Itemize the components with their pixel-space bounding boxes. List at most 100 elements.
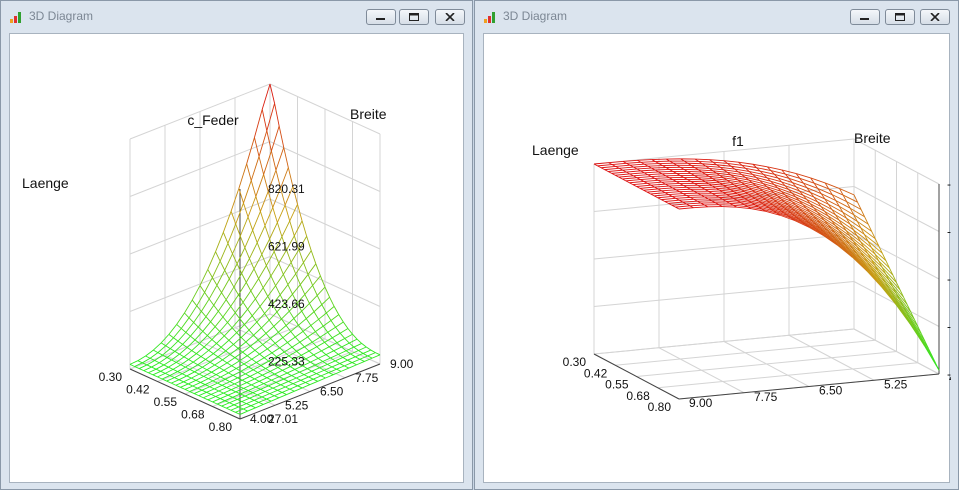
surface-mesh-line	[633, 174, 648, 177]
surface-mesh-line	[773, 204, 788, 212]
surface-mesh-line	[285, 359, 294, 364]
surface-mesh-line	[816, 211, 832, 222]
surface-mesh-line	[155, 368, 161, 372]
surface-mesh-line	[755, 185, 771, 191]
surface-mesh-line	[244, 229, 254, 248]
surface-mesh-line	[839, 188, 855, 196]
surface-mesh-line	[794, 210, 799, 215]
surface-mesh-line	[300, 379, 306, 383]
surface-mesh-line	[286, 249, 292, 263]
surface-mesh-line	[272, 387, 278, 391]
surface-mesh-line	[171, 359, 177, 363]
surface-mesh-line	[300, 354, 307, 360]
surface-mesh-line	[810, 177, 815, 184]
surface-mesh-line	[242, 351, 248, 357]
minimize-button[interactable]	[366, 9, 396, 25]
surface-mesh-line	[740, 195, 745, 199]
minimize-button[interactable]	[850, 9, 880, 25]
surface-mesh-line	[859, 251, 865, 258]
surface-mesh-line	[856, 253, 861, 259]
surface-mesh-line	[356, 361, 365, 366]
title-bar[interactable]: 3D Diagram	[1, 1, 472, 33]
surface-mesh-line	[171, 382, 177, 386]
surface-mesh-line	[251, 315, 258, 323]
maximize-button[interactable]	[885, 9, 915, 25]
surface-mesh-line	[655, 169, 670, 171]
surface-mesh-line	[853, 214, 858, 222]
surface-mesh-line	[650, 184, 655, 188]
surface-mesh-line	[189, 369, 195, 373]
surface-mesh-line	[247, 216, 254, 231]
surface-mesh-line	[262, 275, 272, 289]
surface-mesh-line	[168, 366, 174, 370]
surface-mesh-line	[221, 278, 230, 293]
surface-mesh-line	[668, 201, 683, 204]
surface-mesh-line	[704, 204, 709, 208]
title-bar[interactable]: 3D Diagram	[475, 1, 958, 33]
surface-mesh-line	[339, 363, 345, 367]
surface-mesh-line	[243, 202, 249, 218]
surface-mesh-line	[737, 193, 752, 197]
surface-mesh-line	[212, 401, 218, 405]
surface-mesh-line	[243, 408, 248, 412]
surface-mesh-line	[769, 202, 785, 209]
surface-mesh-line	[708, 190, 713, 194]
surface-mesh-line	[251, 353, 260, 360]
surface-mesh-line	[253, 254, 263, 270]
surface-mesh-line	[860, 227, 876, 240]
surface-mesh-line	[877, 281, 882, 287]
surface-mesh-line	[636, 184, 651, 187]
surface-mesh-line	[178, 379, 184, 383]
surface-mesh-line	[816, 211, 822, 217]
surface-mesh-line	[265, 333, 271, 339]
surface-mesh-line	[171, 379, 180, 384]
surface-mesh-line	[260, 385, 269, 390]
surface-mesh-line	[781, 169, 797, 175]
surface-mesh-line	[148, 368, 157, 374]
surface-mesh-line	[848, 249, 853, 255]
surface-mesh-line	[799, 190, 815, 198]
surface-mesh-line	[231, 385, 240, 391]
surface-mesh-line	[842, 212, 847, 219]
surface-mesh-line	[159, 357, 168, 364]
close-button[interactable]	[435, 9, 465, 25]
surface-mesh-line	[232, 253, 238, 265]
surface-mesh-line	[722, 191, 727, 195]
surface-mesh-line	[209, 386, 215, 390]
chart-icon	[484, 12, 495, 23]
surface-mesh-line	[831, 209, 836, 215]
x-tick-label: 0.68	[626, 389, 650, 403]
surface-mesh-line	[831, 220, 847, 231]
surface-mesh-line	[245, 268, 255, 283]
surface-mesh-line	[367, 352, 376, 357]
surface-mesh-line	[199, 343, 205, 348]
surface-mesh-line	[213, 353, 219, 358]
surface-mesh-line	[279, 294, 286, 304]
surface-mesh-line	[867, 240, 872, 248]
surface-mesh-line	[301, 310, 307, 319]
surface-mesh-line	[183, 350, 193, 358]
surface-mesh-line	[154, 354, 163, 361]
surface-mesh-line	[812, 221, 828, 232]
surface-mesh-line	[845, 245, 850, 251]
surface-mesh-line	[334, 357, 344, 362]
surface-mesh-line	[758, 194, 763, 199]
surface-mesh-line	[189, 391, 195, 394]
surface-mesh-line	[248, 329, 254, 336]
surface-mesh-line	[675, 188, 691, 191]
surface-mesh-line	[227, 223, 237, 244]
surface-mesh-line	[709, 168, 714, 172]
wall-grid-line	[269, 198, 381, 250]
close-button[interactable]	[920, 9, 950, 25]
surface-mesh-line	[254, 378, 260, 382]
surface-mesh-line	[190, 326, 199, 337]
surface-mesh-line	[823, 231, 828, 236]
surface-mesh-line	[145, 355, 151, 359]
surface-mesh-line	[211, 367, 220, 373]
maximize-button[interactable]	[399, 9, 429, 25]
surface-mesh-line	[615, 164, 631, 167]
surface-mesh-line	[679, 198, 694, 201]
surface-mesh-line	[741, 189, 756, 194]
surface-mesh-line	[239, 308, 248, 320]
surface-mesh-line	[715, 194, 731, 197]
